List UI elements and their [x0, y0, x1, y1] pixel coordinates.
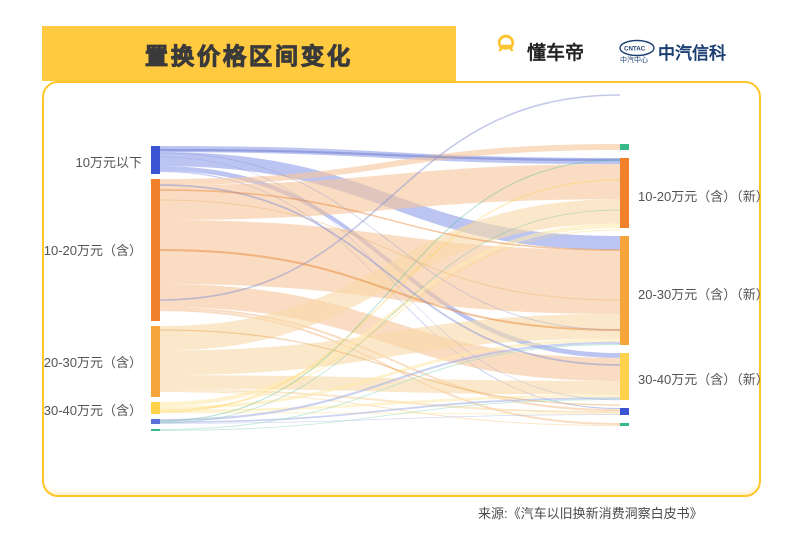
svg-text:懂车帝: 懂车帝 [527, 41, 584, 64]
svg-text:中汽信科: 中汽信科 [658, 43, 726, 63]
svg-text:中汽中心: 中汽中心 [620, 55, 648, 64]
svg-text:CNTAC: CNTAC [624, 46, 646, 53]
